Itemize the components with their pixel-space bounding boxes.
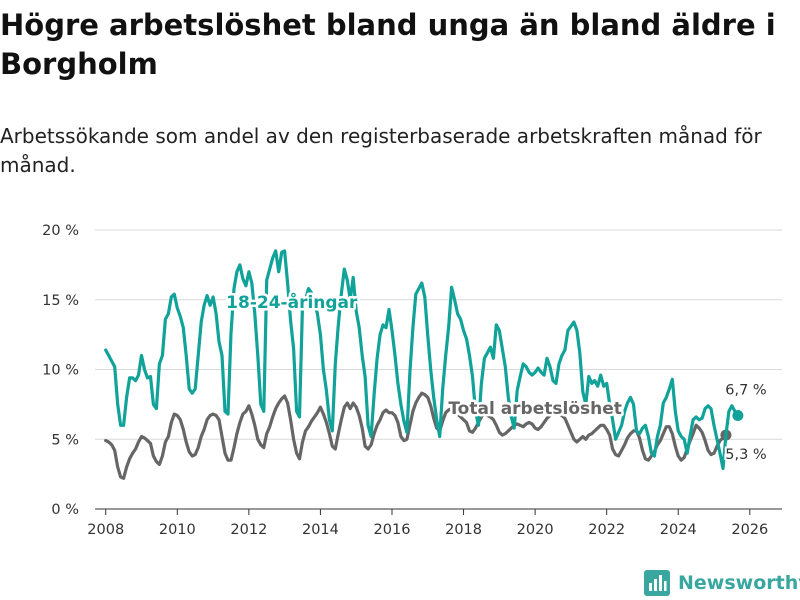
x-tick-label: 2010	[159, 522, 196, 538]
y-tick-label: 15 %	[42, 293, 79, 309]
series-lines	[104, 249, 744, 480]
y-axis: 0 % 5 % 10 % 15 % 20 %	[42, 223, 79, 518]
x-tick-label: 2016	[374, 522, 411, 538]
series-labels: 18-24-åringar Total arbetslöshet 6,7 % 5,3 …	[224, 289, 769, 465]
x-tick-label: 2014	[302, 522, 339, 538]
x-tick-label: 2026	[731, 522, 768, 538]
line-chart: 0 %5 %10 %15 %20 % 2008 2010 2012 2014 2016 2…	[42, 223, 782, 538]
series-line-total	[104, 391, 728, 480]
series-line-young	[104, 249, 740, 471]
end-label-young: 6,7 %	[725, 383, 766, 399]
y-tick-label: 10 %	[42, 363, 79, 379]
y-tick-label: 5 %	[51, 432, 79, 448]
x-axis: 2008 2010 2012 2014 2016 2018 2020 2022 2024 2026	[87, 509, 768, 538]
series-label-total: Total arbetslöshet	[448, 399, 622, 419]
end-label-total: 5,3 %	[725, 447, 766, 463]
x-tick-label: 2018	[445, 522, 482, 538]
x-tick-label: 2024	[660, 522, 697, 538]
x-tick-label: 2022	[588, 522, 625, 538]
chart-subtitle: Arbetssökande som andel av den registerb…	[0, 124, 762, 177]
brand-name: Newsworthy	[678, 572, 800, 594]
newsworthy-brand: Newsworthy	[644, 570, 800, 596]
chart-title: Högre arbetslöshet bland unga än bland ä…	[0, 8, 776, 81]
x-tick-label: 2020	[517, 522, 554, 538]
bar-chart-logo-icon	[644, 570, 670, 596]
x-tick-label: 2008	[87, 522, 124, 538]
x-tick-label: 2012	[230, 522, 267, 538]
y-tick-label: 20 %	[42, 223, 79, 239]
y-tick-label: 0 %	[51, 502, 79, 518]
series-label-young: 18-24-åringar	[226, 291, 358, 313]
end-point-young	[732, 410, 744, 422]
